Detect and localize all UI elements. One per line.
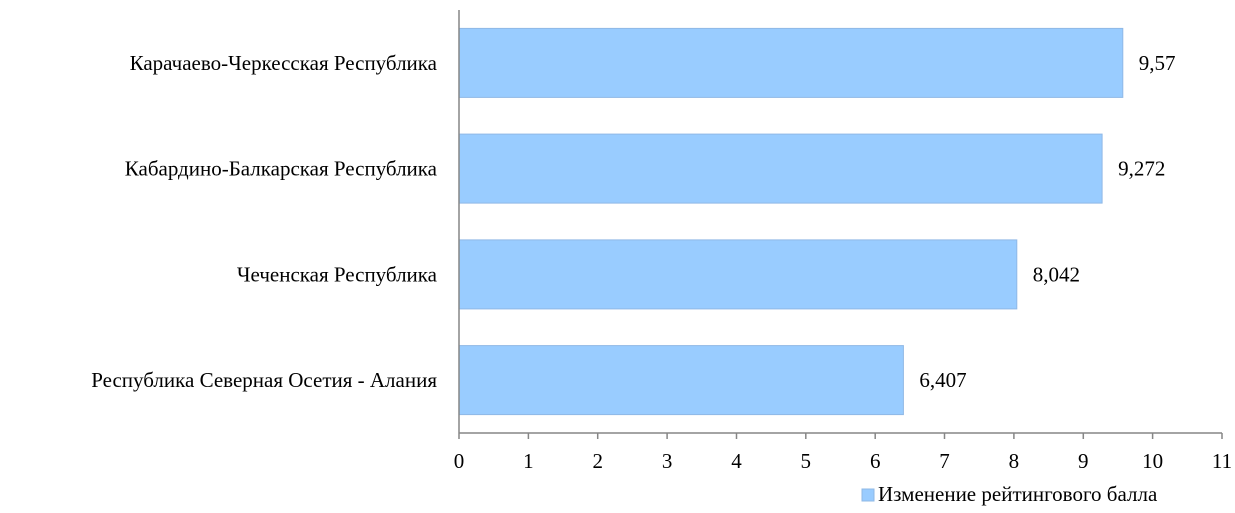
- x-tick-label-8: 8: [1009, 449, 1020, 473]
- legend-swatch: [861, 488, 875, 502]
- data-label-2: 8,042: [1033, 262, 1080, 286]
- x-tick-label-6: 6: [870, 449, 881, 473]
- data-label-1: 9,272: [1118, 157, 1165, 181]
- category-label-3: Республика Северная Осетия - Алания: [91, 368, 437, 392]
- category-label-1: Кабардино-Балкарская Республика: [125, 157, 438, 181]
- bars-layer: [458, 27, 1124, 416]
- x-tick-label-5: 5: [801, 449, 812, 473]
- labels-layer: Карачаево-Черкесская Республика 9,57 Кабар…: [91, 51, 1232, 473]
- x-tick-label-10: 10: [1142, 449, 1163, 473]
- x-tick-label-1: 1: [523, 449, 534, 473]
- x-tick-label-3: 3: [662, 449, 673, 473]
- axis-layer: [458, 10, 1223, 439]
- x-tick-label-7: 7: [939, 449, 950, 473]
- category-label-2: Чеченская Республика: [237, 262, 438, 286]
- x-tick-label-4: 4: [731, 449, 742, 473]
- legend-label: Изменение рейтингового балла: [878, 482, 1158, 506]
- bar-3: [458, 345, 904, 416]
- x-tick-label-2: 2: [592, 449, 603, 473]
- bar-2: [458, 239, 1018, 310]
- category-label-0: Карачаево-Черкесская Республика: [130, 51, 438, 75]
- x-tick-label-0: 0: [454, 449, 465, 473]
- legend: Изменение рейтингового балла: [861, 482, 1158, 506]
- x-tick-label-9: 9: [1078, 449, 1089, 473]
- data-label-0: 9,57: [1139, 51, 1176, 75]
- data-label-3: 6,407: [919, 368, 966, 392]
- bar-1: [458, 133, 1103, 204]
- bar-0: [458, 27, 1124, 98]
- x-tick-label-11: 11: [1212, 449, 1232, 473]
